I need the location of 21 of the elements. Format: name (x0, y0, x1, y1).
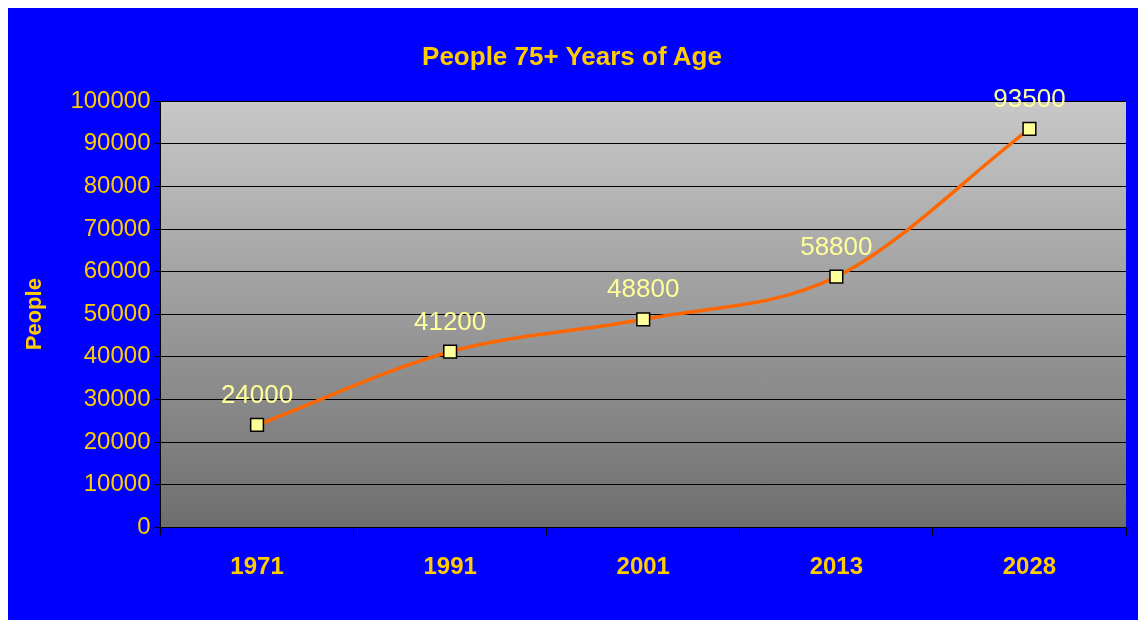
y-axis-title: People (21, 278, 47, 351)
chart-title: People 75+ Years of Age (422, 40, 722, 71)
x-tick-label: 2013 (809, 552, 864, 580)
x-tick-label: 2028 (1002, 552, 1057, 580)
data-label: 58800 (800, 230, 873, 261)
y-tick-label: 10000 (83, 469, 151, 497)
x-tick-label: 1971 (230, 552, 284, 580)
data-label: 48800 (607, 273, 680, 304)
x-tick-label: 1991 (423, 552, 477, 580)
y-tick-label: 40000 (83, 341, 151, 369)
y-tick-label: 100000 (70, 85, 151, 113)
y-tick-label: 80000 (83, 171, 151, 199)
data-label: 41200 (413, 305, 487, 336)
y-tick-label: 70000 (83, 213, 151, 241)
y-tick-label: 50000 (83, 298, 151, 326)
y-tick-label: 90000 (83, 128, 151, 156)
y-tick-label: 20000 (83, 426, 151, 454)
x-tick-label: 2001 (616, 552, 670, 580)
y-tick-label: 60000 (83, 256, 151, 284)
y-tick-label: 0 (137, 511, 151, 539)
y-tick-label: 30000 (83, 384, 151, 412)
